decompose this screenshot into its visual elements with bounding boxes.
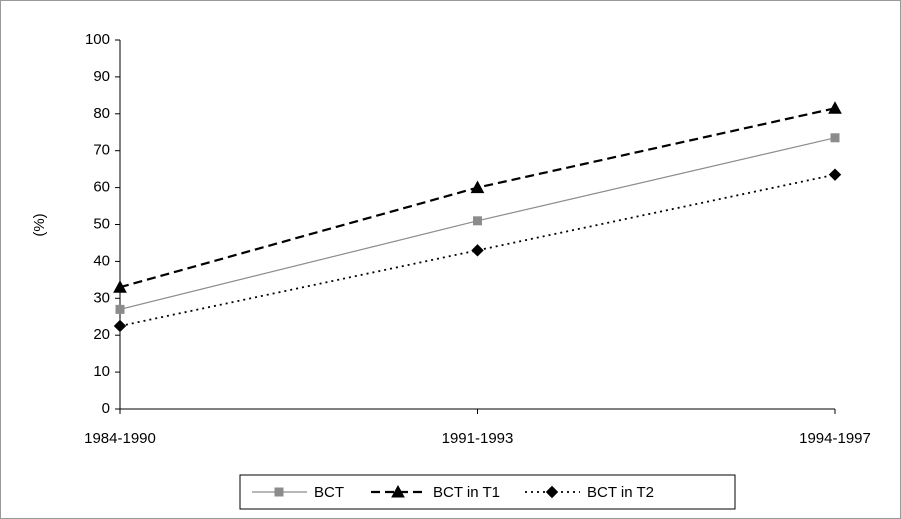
x-tick-label: 1984-1990 — [84, 430, 156, 447]
data-point — [830, 133, 840, 143]
legend-marker — [391, 484, 405, 498]
y-tick-label: 20 — [93, 326, 110, 343]
data-point — [828, 168, 842, 181]
legend-box — [239, 474, 736, 510]
data-point — [113, 319, 127, 333]
data-point — [473, 216, 482, 226]
legend-label: BCT — [314, 484, 344, 501]
y-tick-label: 90 — [93, 68, 110, 85]
legend: BCT BCT in T1 BCT in T2 — [239, 474, 736, 510]
legend-marker — [274, 487, 284, 497]
legend-label: BCT in T2 — [587, 484, 654, 501]
data-point — [828, 101, 842, 114]
data-point — [115, 304, 125, 314]
series-line — [119, 173, 836, 327]
y-tick-label: 40 — [93, 252, 110, 269]
y-tick-label: 100 — [85, 31, 110, 48]
y-tick-label: 60 — [93, 179, 110, 196]
y-tick-label: 10 — [93, 363, 110, 380]
legend-marker — [545, 485, 559, 499]
y-tick-label: 30 — [93, 289, 110, 306]
y-axis-label: (%) — [31, 213, 48, 236]
data-point — [470, 180, 485, 194]
y-tick-label: 70 — [93, 142, 110, 159]
data-point — [471, 244, 484, 257]
y-tick-label: 80 — [93, 105, 110, 122]
y-tick-label: 0 — [102, 400, 110, 417]
legend-label: BCT in T1 — [433, 484, 500, 501]
x-tick-label: 1991-1993 — [442, 430, 514, 447]
data-point — [113, 280, 127, 293]
x-tick-label: 1994-1997 — [799, 430, 871, 447]
y-tick-label: 50 — [93, 215, 110, 232]
